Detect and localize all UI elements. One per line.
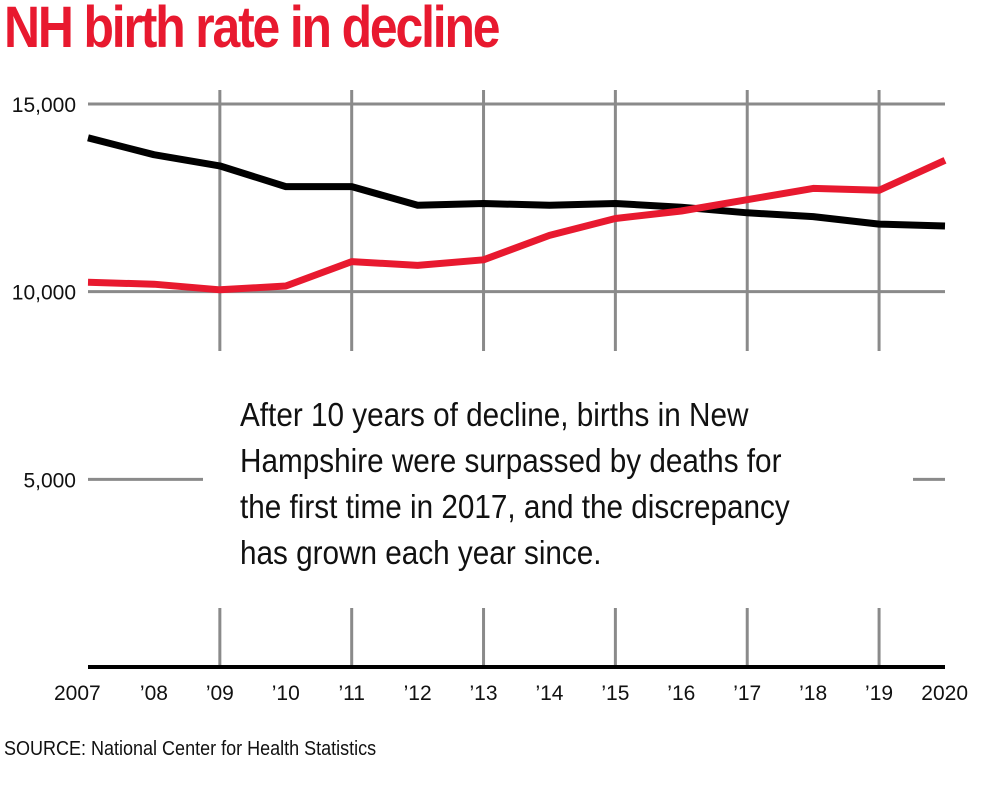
series-line-1 [87, 157, 947, 294]
y-axis-tick-labels: 15,000 10,000 5,000 [12, 94, 76, 492]
x-tick-label-10: ’17 [733, 682, 761, 705]
x-tick-label-3: ’10 [272, 682, 300, 705]
x-tick-label-9: ’16 [667, 682, 695, 705]
y-tick-label-1: 10,000 [12, 282, 76, 305]
series-line-0 [87, 134, 946, 230]
x-tick-label-11: ’18 [799, 682, 827, 705]
x-tick-label-5: ’12 [404, 682, 432, 705]
x-tick-label-0: 2007 [54, 682, 101, 705]
x-tick-label-1: ’08 [140, 682, 168, 705]
x-tick-label-13: 2020 [921, 682, 968, 705]
source-note: SOURCE: National Center for Health Stati… [4, 738, 377, 760]
x-tick-label-4: ’11 [338, 682, 364, 705]
y-tick-label-0: 15,000 [12, 94, 76, 117]
chart-title: NH birth rate in decline [4, 0, 501, 60]
x-tick-label-2: ’09 [206, 682, 234, 705]
x-tick-label-8: ’15 [601, 682, 629, 705]
x-tick-label-7: ’14 [535, 682, 563, 705]
y-tick-label-2: 5,000 [23, 469, 76, 492]
x-tick-label-12: ’19 [865, 682, 893, 705]
series-layer [87, 134, 947, 294]
chart-annotation: After 10 years of decline, births in New… [240, 396, 790, 571]
gridlines [88, 90, 945, 667]
x-axis-tick-labels: 2007 ’08 ’09 ’10 ’11 ’12 ’13 ’14 ’15 ’16 ’17 ’18 ’19… [54, 682, 968, 705]
x-tick-label-6: ’13 [470, 682, 498, 705]
